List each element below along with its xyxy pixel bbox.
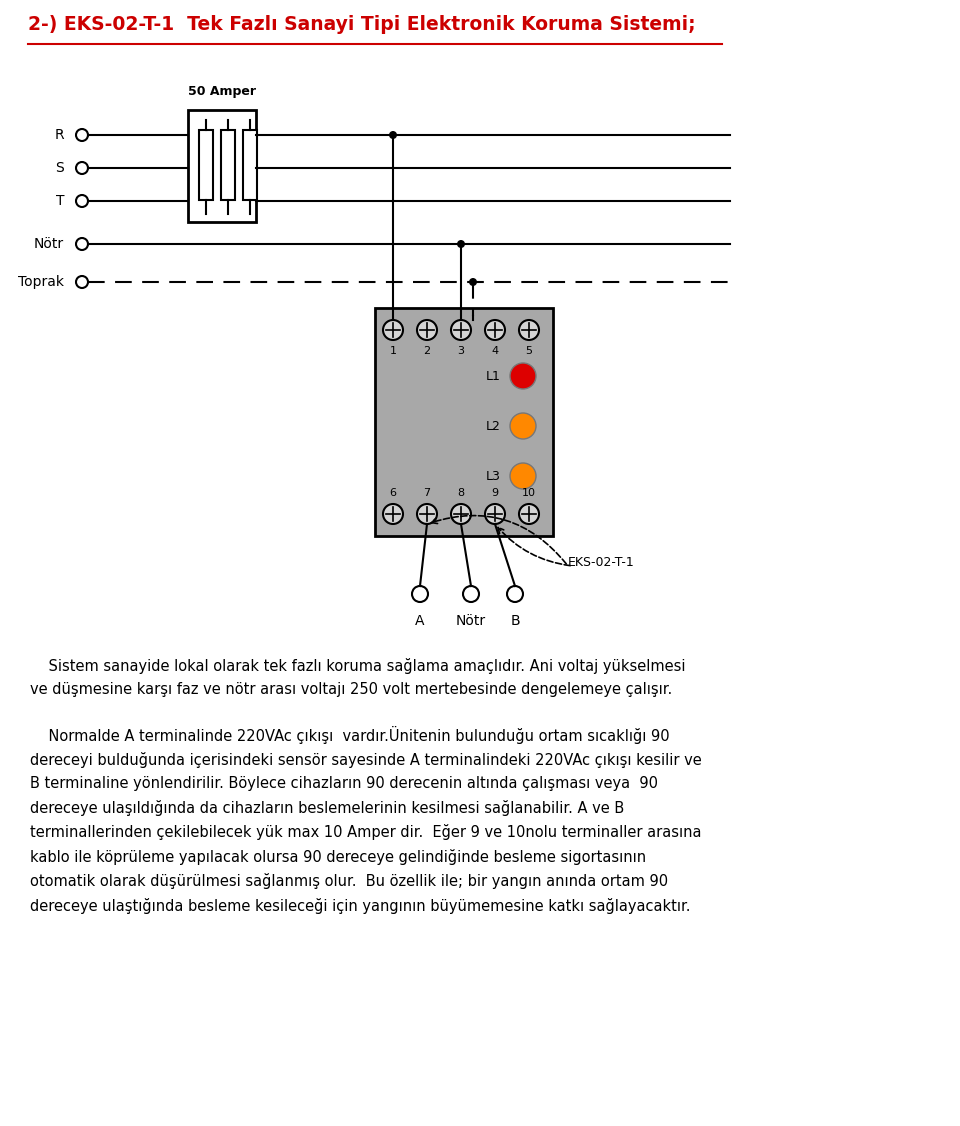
Circle shape [485, 320, 505, 340]
Text: 10: 10 [522, 488, 536, 498]
Bar [221, 129, 235, 200]
Text: A: A [416, 614, 424, 628]
Text: Nötr: Nötr [456, 614, 486, 628]
Text: R: R [55, 128, 64, 142]
Circle shape [485, 504, 505, 524]
Text: Nötr: Nötr [34, 236, 64, 251]
Circle shape [519, 504, 539, 524]
Circle shape [451, 320, 471, 340]
Bar [199, 129, 213, 200]
Text: 1: 1 [390, 346, 396, 356]
Circle shape [383, 504, 403, 524]
Text: 2: 2 [423, 346, 431, 356]
Text: 3: 3 [458, 346, 465, 356]
Text: B: B [510, 614, 519, 628]
Text: EKS-02-T-1: EKS-02-T-1 [568, 556, 635, 569]
Circle shape [383, 320, 403, 340]
Text: 9: 9 [492, 488, 498, 498]
Text: 8: 8 [457, 488, 465, 498]
Text: 6: 6 [390, 488, 396, 498]
Circle shape [417, 504, 437, 524]
Circle shape [451, 504, 471, 524]
Text: 7: 7 [423, 488, 431, 498]
Circle shape [510, 363, 536, 388]
Circle shape [469, 278, 477, 286]
Bar [188, 110, 256, 222]
Text: Toprak: Toprak [18, 275, 64, 289]
Text: L1: L1 [486, 369, 501, 383]
Text: T: T [56, 194, 64, 208]
Circle shape [389, 131, 397, 138]
Bar [375, 309, 553, 536]
Text: Normalde A terminalinde 220VAc çıkışı  vardır.Ünitenin bulunduğu ortam sıcaklığı: Normalde A terminalinde 220VAc çıkışı va… [30, 726, 702, 913]
Circle shape [417, 320, 437, 340]
Text: S: S [56, 161, 64, 175]
Bar [243, 129, 257, 200]
Circle shape [510, 463, 536, 489]
Circle shape [457, 240, 465, 248]
Text: Sistem sanayide lokal olarak tek fazlı koruma sağlama amaçlıdır. Ani voltaj yüks: Sistem sanayide lokal olarak tek fazlı k… [30, 658, 685, 697]
Text: 4: 4 [492, 346, 498, 356]
Circle shape [519, 320, 539, 340]
Text: 50 Amper: 50 Amper [188, 84, 256, 98]
Circle shape [510, 413, 536, 439]
Text: 5: 5 [525, 346, 533, 356]
Text: L2: L2 [486, 420, 501, 432]
Text: L3: L3 [486, 470, 501, 483]
Text: 2-) EKS-02-T-1  Tek Fazlı Sanayi Tipi Elektronik Koruma Sistemi;: 2-) EKS-02-T-1 Tek Fazlı Sanayi Tipi Ele… [28, 15, 696, 34]
